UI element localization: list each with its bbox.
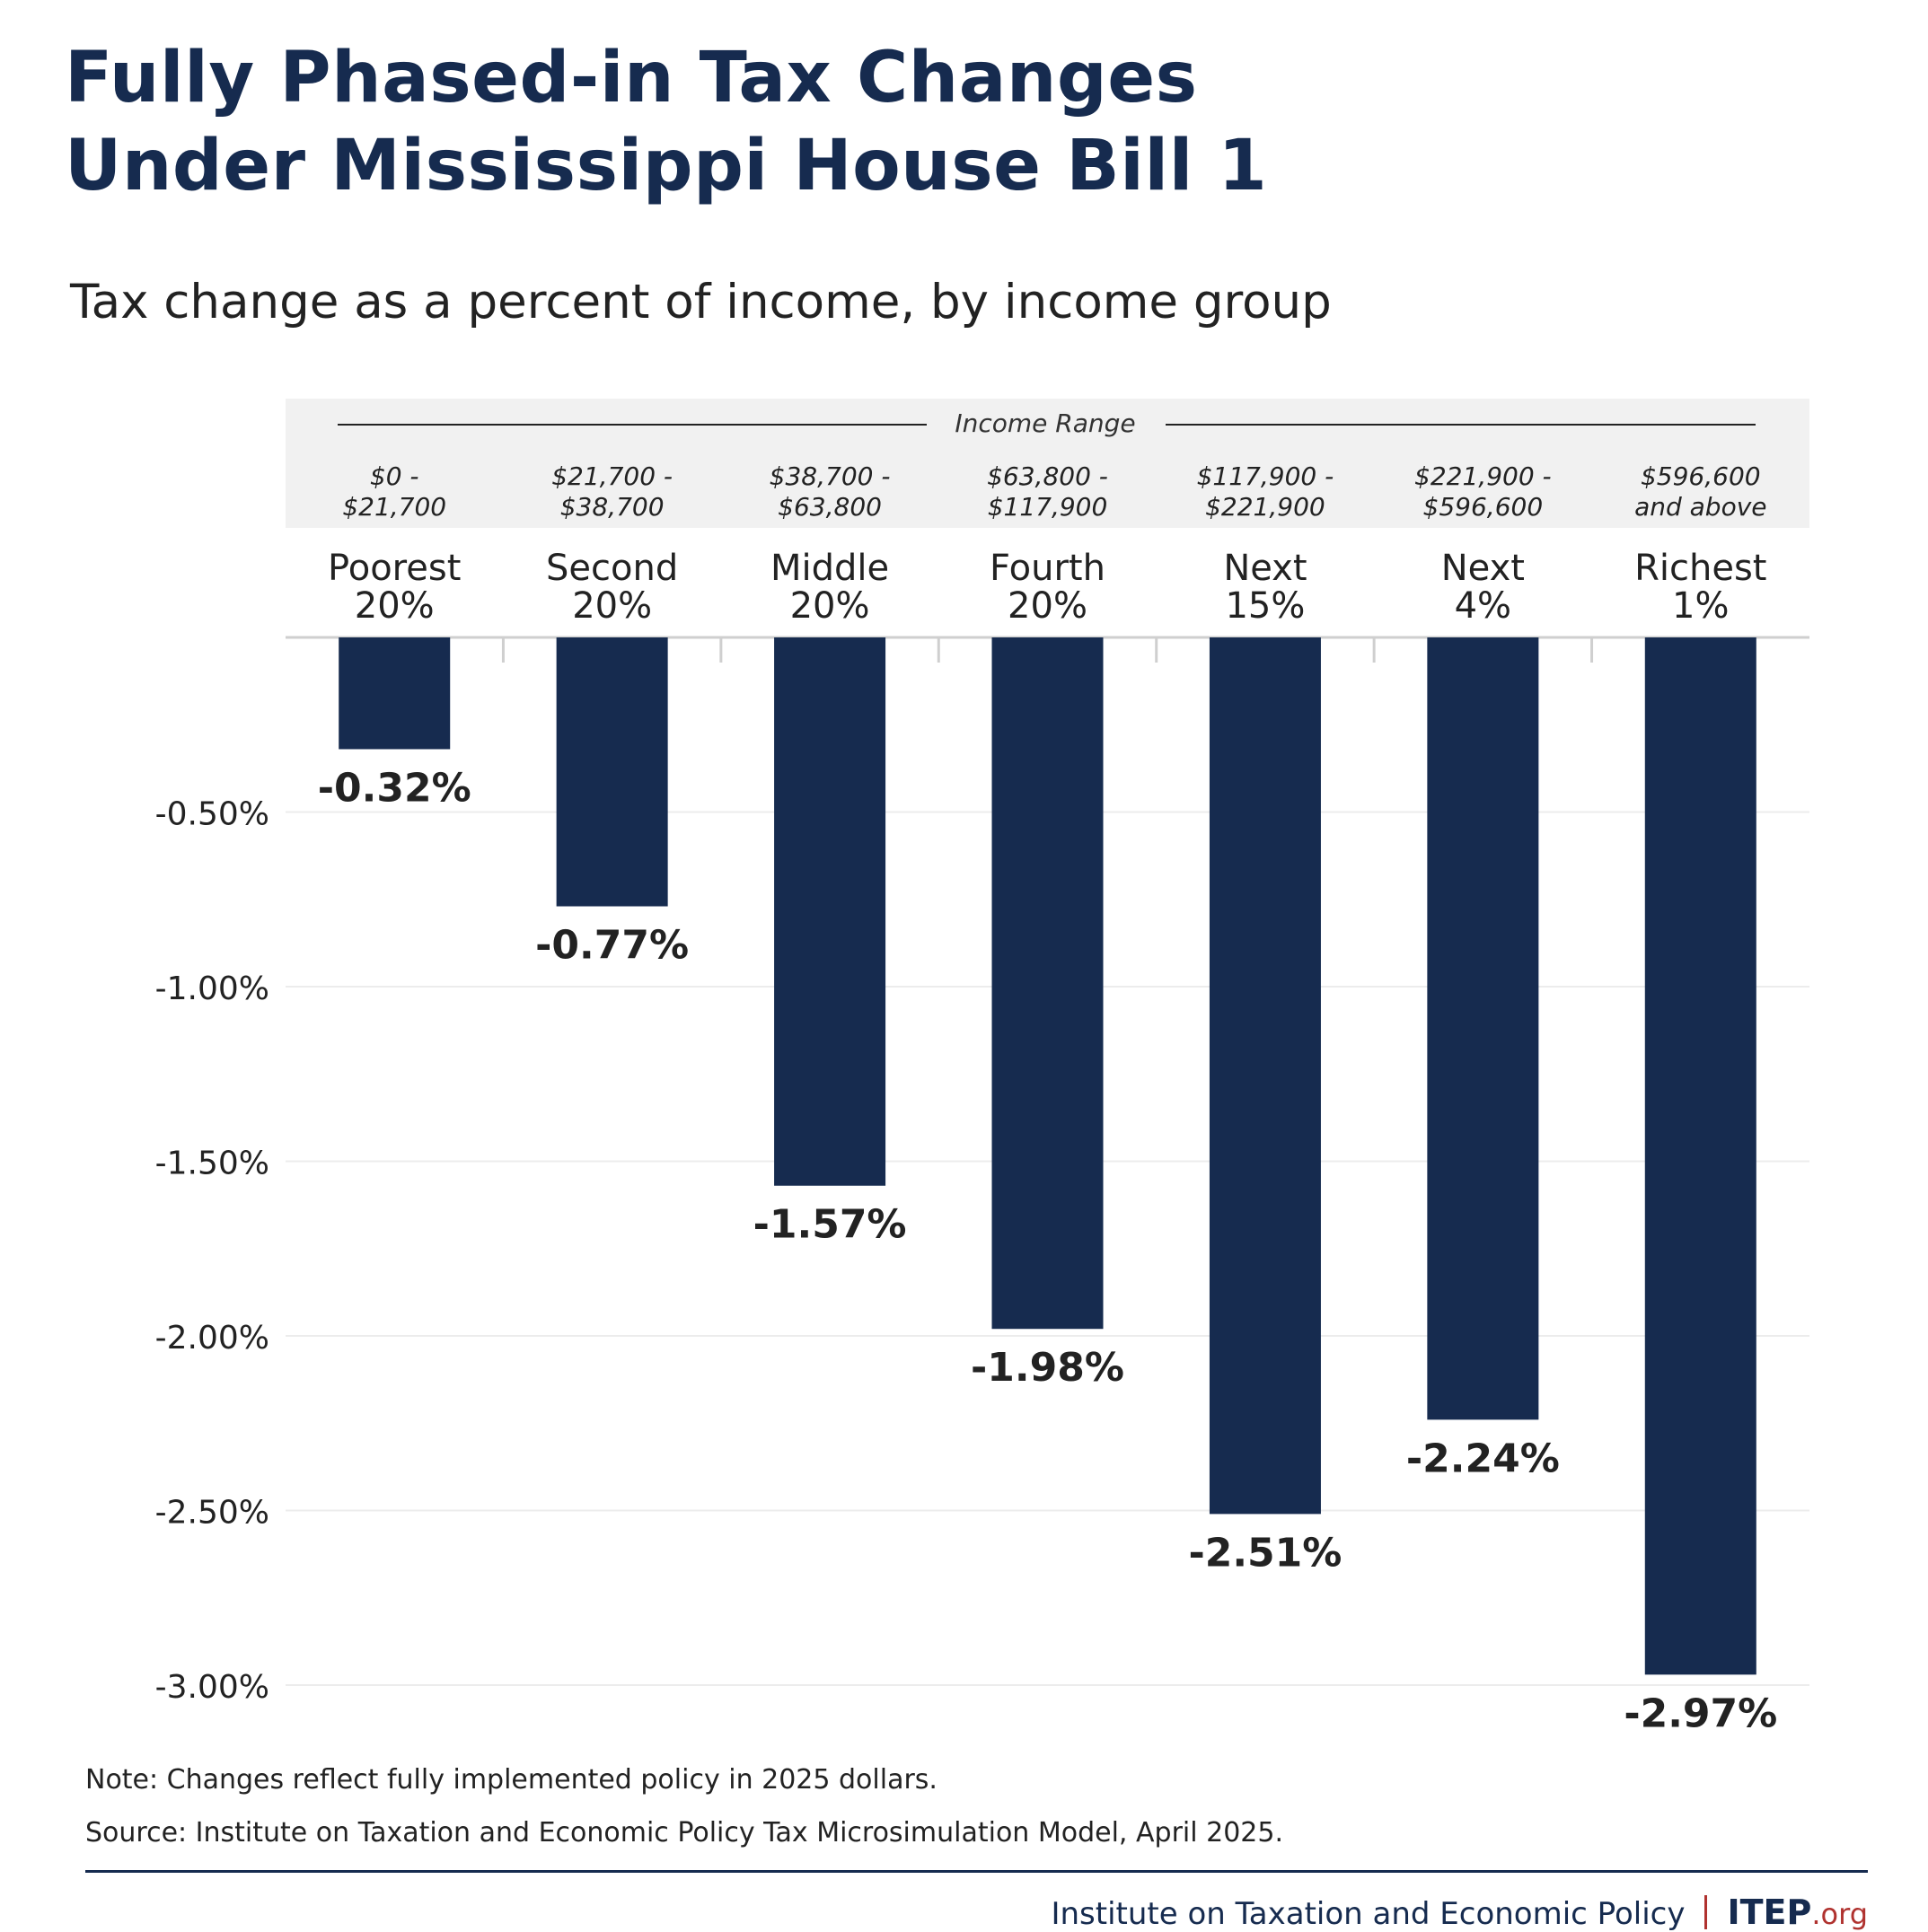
category-label-line1: Middle [770,548,889,589]
y-tick-label: -2.00% [155,1320,269,1357]
category-label-line1: Next [1441,548,1525,589]
chart-title-line2: Under Mississippi House Bill 1 [65,126,1268,206]
income-range-line1: $0 - [370,461,419,491]
income-range-line1: $117,900 - [1197,461,1334,491]
y-tick-label: -1.00% [155,970,269,1007]
footer-org-name: Institute on Taxation and Economic Polic… [1051,1896,1686,1932]
chart-title-line1: Fully Phased-in Tax Changes [65,38,1198,119]
value-labels: -0.32% -0.77% -1.57% -1.98% -2.51% -2.24% -2.9… [318,765,1777,1736]
category-label-line2: 20% [572,585,652,627]
income-range-line2: $21,700 [342,492,446,522]
income-range-line1: $38,700 - [770,461,891,491]
bar [1644,637,1756,1675]
bar [774,637,886,1186]
category-label-line1: Richest [1634,548,1766,589]
footer: Institute on Taxation and Economic Polic… [1051,1892,1868,1932]
y-axis: -0.50% -1.00% -1.50% -2.00% -2.50% -3.00% [155,796,269,1707]
category-label-line2: 1% [1672,585,1729,627]
bar [1427,637,1539,1420]
category-label-line1: Poorest [328,548,461,589]
category-label-line2: 20% [1008,585,1087,627]
category-label-line2: 15% [1225,585,1305,627]
income-range-line2: $63,800 [778,492,882,522]
income-range-line2: and above [1634,492,1766,522]
y-tick-label: -2.50% [155,1495,269,1532]
chart-source: Source: Institute on Taxation and Econom… [85,1817,1283,1849]
bar-chart: Income Range -0.50% -1.00% -1.50% -2.00% -2.… [155,399,1809,1736]
bar-value-label: -0.77% [535,923,689,969]
category-label-line1: Next [1223,548,1307,589]
category-label-line2: 4% [1455,585,1511,627]
bar-value-label: -2.97% [1624,1690,1777,1736]
bar-value-label: -2.24% [1406,1436,1560,1481]
bar [339,637,451,750]
bar-value-label: -2.51% [1188,1530,1342,1576]
category-label-line2: 20% [790,585,870,627]
footer-divider [85,1870,1868,1873]
bars [339,637,1756,1675]
itep-logo-main: ITEP [1727,1892,1812,1932]
income-range-line2: $117,900 [988,492,1108,522]
category-label-line2: 20% [355,585,435,627]
chart-subtitle: Tax change as a percent of income, by in… [70,275,1332,329]
y-tick-label: -1.50% [155,1146,269,1182]
bar [991,637,1104,1330]
category-label-line1: Second [546,548,678,589]
income-range-line1: $63,800 - [987,461,1108,491]
income-range-label: Income Range [955,408,1135,438]
income-range-line1: $221,900 - [1414,461,1552,491]
income-range-line1: $596,600 [1641,461,1761,491]
column-separators [501,637,1594,663]
bar-value-label: -1.57% [753,1202,907,1248]
itep-logo-org: .org [1811,1897,1868,1931]
itep-logo: ITEP.org [1727,1892,1868,1932]
bar-value-label: -1.98% [971,1345,1124,1391]
category-label-line1: Fourth [990,548,1105,589]
footer-separator [1704,1895,1708,1929]
chart-title: Fully Phased-in Tax Changes Under Missis… [65,34,1412,210]
chart-note: Note: Changes reflect fully implemented … [85,1764,938,1796]
income-range-line1: $21,700 - [551,461,673,491]
y-tick-label: -0.50% [155,796,269,833]
income-range-band [286,399,1809,528]
bar-value-label: -0.32% [318,765,471,811]
y-tick-label: -3.00% [155,1669,269,1706]
income-range-line2: $38,700 [560,492,665,522]
bar [1209,637,1321,1515]
income-range-line2: $221,900 [1205,492,1325,522]
bar [556,637,668,907]
income-range-line2: $596,600 [1423,492,1544,522]
